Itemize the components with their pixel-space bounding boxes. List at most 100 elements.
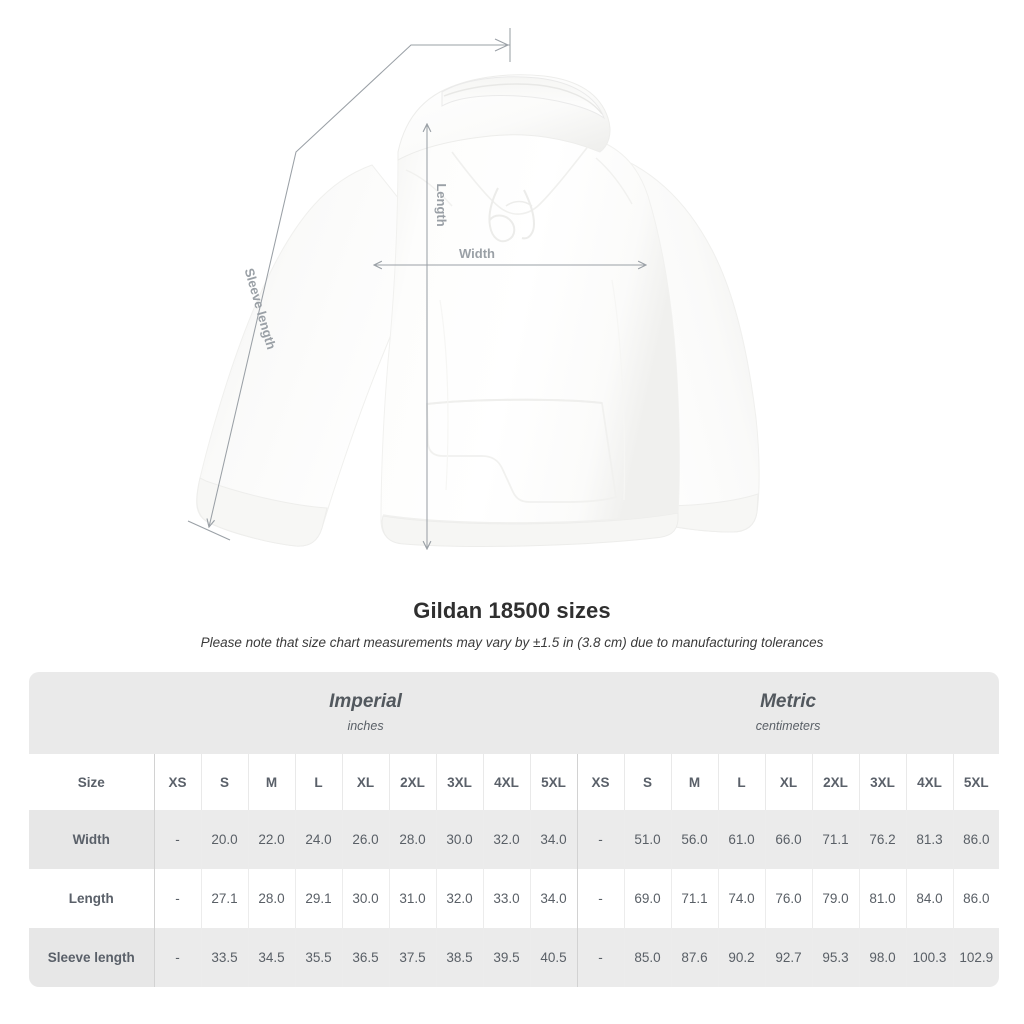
header-col-metric-3xl: 3XL <box>858 754 907 810</box>
cell-width-metric-xs: - <box>576 810 625 869</box>
cell-sleeve-metric-l: 90.2 <box>717 928 766 987</box>
hem-seam <box>382 511 679 524</box>
cell-width-metric-l: 61.0 <box>717 810 766 869</box>
cell-sleeve-imperial-s: 33.5 <box>200 928 248 987</box>
cell-sleeve-imperial-4xl: 39.5 <box>482 928 530 987</box>
cell-width-metric-3xl: 76.2 <box>858 810 907 869</box>
cell-length-imperial-5xl: 34.0 <box>529 869 578 928</box>
unit-banner-imperial: Imperial inches <box>154 672 578 754</box>
table-row: Sleeve length - 33.5 34.5 35.5 36.5 37.5… <box>29 928 1000 987</box>
cell-width-imperial-l: 24.0 <box>294 810 342 869</box>
cell-length-metric-xl: 76.0 <box>764 869 813 928</box>
cell-sleeve-imperial-xl: 36.5 <box>341 928 389 987</box>
header-col-imperial-2xl: 2XL <box>388 754 436 810</box>
header-col-imperial-s: S <box>200 754 248 810</box>
header-col-metric-s: S <box>623 754 672 810</box>
cell-width-imperial-xs: - <box>153 810 201 869</box>
cell-width-imperial-4xl: 32.0 <box>482 810 530 869</box>
cell-length-metric-4xl: 84.0 <box>905 869 954 928</box>
cell-length-metric-3xl: 81.0 <box>858 869 907 928</box>
header-col-metric-xl: XL <box>764 754 813 810</box>
size-chart-table: Imperial inches Metric centimeters Size … <box>29 672 1000 987</box>
row-label-length: Length <box>29 869 154 928</box>
fold-line-a <box>439 299 449 491</box>
cell-length-imperial-xl: 30.0 <box>341 869 389 928</box>
hoodie-diagram-svg: Length Width Sleeve length <box>187 28 760 585</box>
cell-width-imperial-2xl: 28.0 <box>388 810 436 869</box>
pocket-top-seam <box>426 398 603 405</box>
cell-sleeve-metric-xs: - <box>576 928 625 987</box>
header-col-imperial-m: M <box>247 754 295 810</box>
sleeve-guide-arrowhead <box>494 38 510 52</box>
header-col-imperial-xl: XL <box>341 754 389 810</box>
cell-sleeve-metric-2xl: 95.3 <box>811 928 860 987</box>
cell-sleeve-metric-xl: 92.7 <box>764 928 813 987</box>
neckline-seam <box>451 143 591 215</box>
cell-sleeve-metric-3xl: 98.0 <box>858 928 907 987</box>
row-label-width: Width <box>29 810 154 869</box>
cell-width-metric-s: 51.0 <box>623 810 672 869</box>
cell-width-imperial-s: 20.0 <box>200 810 248 869</box>
sleeve-guide-bottom-tick <box>187 520 231 541</box>
cell-length-imperial-s: 27.1 <box>200 869 248 928</box>
cell-length-imperial-2xl: 31.0 <box>388 869 436 928</box>
header-col-metric-4xl: 4XL <box>905 754 954 810</box>
length-label: Length <box>434 183 449 226</box>
cell-width-imperial-5xl: 34.0 <box>529 810 578 869</box>
table-row: Length - 27.1 28.0 29.1 30.0 31.0 32.0 3… <box>29 869 1000 928</box>
sleeve-length-guide-line <box>209 44 510 527</box>
cell-width-metric-2xl: 71.1 <box>811 810 860 869</box>
header-col-metric-2xl: 2XL <box>811 754 860 810</box>
cell-length-metric-xs: - <box>576 869 625 928</box>
hoodie-body <box>380 122 680 546</box>
measurement-guides <box>187 28 646 549</box>
cell-length-imperial-l: 29.1 <box>294 869 342 928</box>
cell-length-imperial-xs: - <box>153 869 201 928</box>
cell-length-imperial-m: 28.0 <box>247 869 295 928</box>
size-table-container: Imperial inches Metric centimeters Size … <box>29 672 1000 987</box>
cell-length-metric-5xl: 86.0 <box>952 869 1000 928</box>
unit-banner-spacer <box>29 672 154 754</box>
cell-width-metric-5xl: 86.0 <box>952 810 1000 869</box>
cell-width-imperial-3xl: 30.0 <box>435 810 483 869</box>
header-col-imperial-l: L <box>294 754 342 810</box>
cell-sleeve-metric-m: 87.6 <box>670 928 719 987</box>
table-row: Width - 20.0 22.0 24.0 26.0 28.0 30.0 32… <box>29 810 1000 869</box>
cell-width-metric-m: 56.0 <box>670 810 719 869</box>
fold-line-b <box>611 279 626 501</box>
page-title: Gildan 18500 sizes <box>413 598 611 623</box>
bottom-hem <box>381 512 679 547</box>
drawstring-left <box>488 187 516 243</box>
cell-length-metric-s: 69.0 <box>623 869 672 928</box>
cell-sleeve-imperial-2xl: 37.5 <box>388 928 436 987</box>
cell-width-metric-4xl: 81.3 <box>905 810 954 869</box>
unit-name-metric: Metric <box>760 691 817 712</box>
cell-sleeve-imperial-5xl: 40.5 <box>529 928 578 987</box>
cell-sleeve-imperial-l: 35.5 <box>294 928 342 987</box>
cell-sleeve-metric-s: 85.0 <box>623 928 672 987</box>
hoodie-garment <box>196 74 760 547</box>
hood-edge <box>443 83 603 115</box>
cell-width-imperial-xl: 26.0 <box>341 810 389 869</box>
right-shoulder-seam <box>595 157 633 205</box>
header-col-imperial-3xl: 3XL <box>435 754 483 810</box>
header-col-metric-l: L <box>717 754 766 810</box>
row-label-sleeve-length: Sleeve length <box>29 928 154 987</box>
cell-length-metric-m: 71.1 <box>670 869 719 928</box>
cell-length-metric-l: 74.0 <box>717 869 766 928</box>
width-label: Width <box>459 246 495 261</box>
unit-banner-row: Imperial inches Metric centimeters <box>29 672 1000 754</box>
left-cuff <box>196 477 328 547</box>
header-col-metric-5xl: 5XL <box>952 754 1000 810</box>
header-col-imperial-xs: XS <box>153 754 201 810</box>
tolerance-note: Please note that size chart measurements… <box>200 635 824 650</box>
cell-width-imperial-m: 22.0 <box>247 810 295 869</box>
cell-length-metric-2xl: 79.0 <box>811 869 860 928</box>
cell-length-imperial-4xl: 33.0 <box>482 869 530 928</box>
unit-sub-metric: centimeters <box>755 719 821 733</box>
drawstring-knot <box>505 200 533 207</box>
unit-banner-metric: Metric centimeters <box>577 672 1000 754</box>
size-header-row: Size XS S M L XL 2XL 3XL 4XL 5XL XS S M … <box>29 754 1000 810</box>
header-col-metric-m: M <box>670 754 719 810</box>
